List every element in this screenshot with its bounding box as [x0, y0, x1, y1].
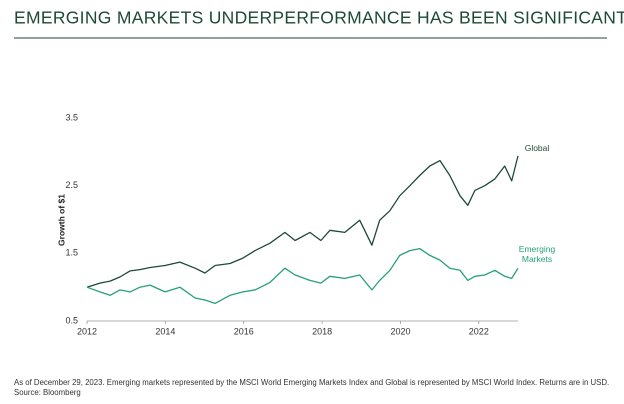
source: Source: Bloomberg	[14, 388, 81, 397]
x-tick-label: 2016	[234, 326, 254, 336]
chart-title: EMERGING MARKETS UNDERPERFORMANCE HAS BE…	[14, 8, 624, 28]
y-tick-label: 1.5	[65, 248, 78, 258]
y-tick-label: 3.5	[65, 112, 78, 122]
x-tick-label: 2012	[77, 326, 97, 336]
series-label: Global	[524, 142, 550, 153]
y-tick-label: 2.5	[65, 180, 78, 190]
series-label: Emerging Markets	[518, 244, 556, 265]
footnote: As of December 29, 2023. Emerging market…	[14, 378, 609, 387]
series-line	[86, 247, 519, 305]
x-tick-label: 2022	[469, 326, 489, 336]
x-tick-label: 2018	[312, 326, 332, 336]
x-tick-label: 2014	[155, 326, 175, 336]
series-line	[86, 155, 519, 288]
y-axis-label: Growth of $1	[56, 194, 66, 246]
y-tick-label: 0.5	[65, 315, 78, 325]
x-tick-label: 2020	[390, 326, 410, 336]
